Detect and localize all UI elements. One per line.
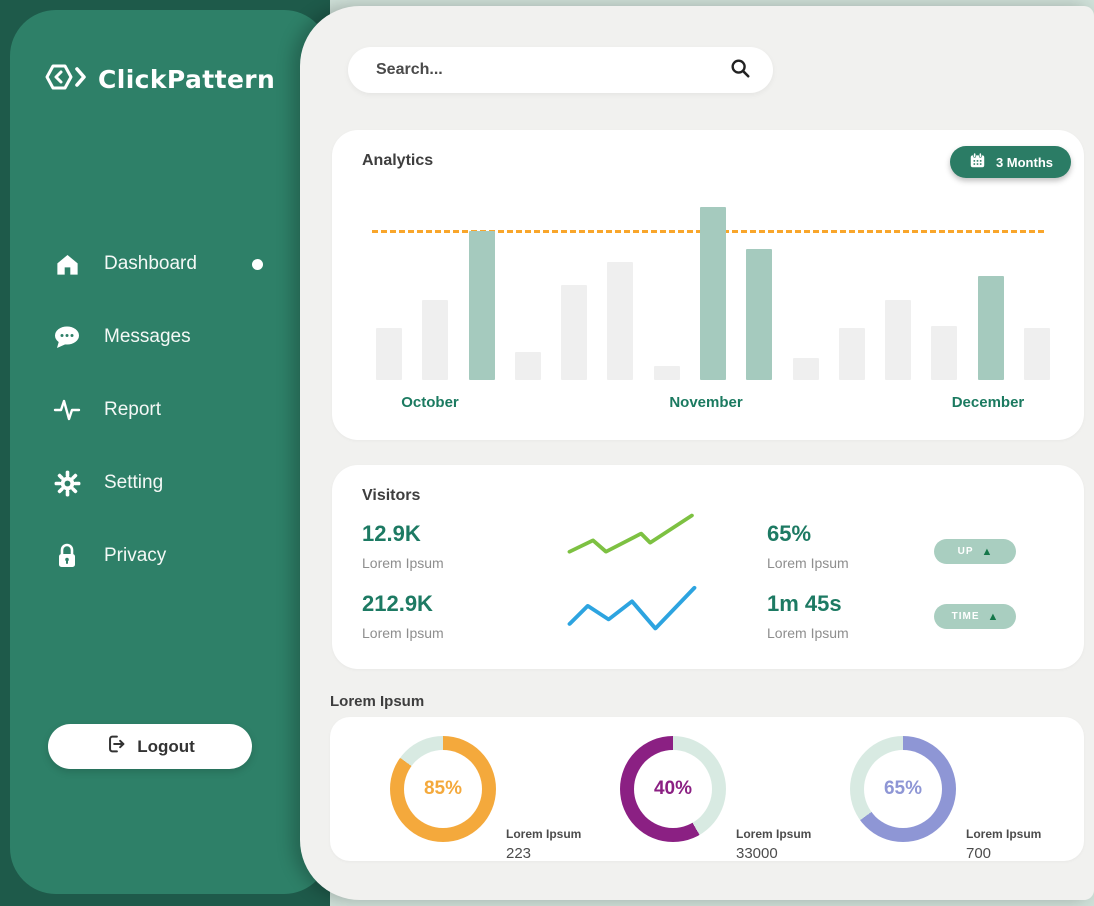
bar <box>653 366 680 380</box>
donut-value: 700 <box>966 845 992 862</box>
bar <box>885 300 912 380</box>
logout-button[interactable]: Logout <box>48 724 252 769</box>
sparkline-blue-path <box>567 585 697 631</box>
bar <box>931 326 958 380</box>
bar-highlighted <box>746 249 773 380</box>
logout-icon <box>105 733 127 760</box>
stat-label: Lorem Ipsum <box>362 555 444 571</box>
logo: ClickPattern <box>44 62 275 97</box>
bar-chart-bars <box>376 207 1050 380</box>
bar <box>514 352 541 380</box>
bar-highlighted <box>977 276 1004 380</box>
period-selector-button[interactable]: 3 Months <box>949 146 1071 178</box>
gear-icon <box>52 470 82 497</box>
clickpattern-logo-icon <box>44 62 92 97</box>
sidebar-menu: Dashboard Messages Report <box>52 242 310 607</box>
sidebar-item-label: Privacy <box>104 545 167 566</box>
stat-label: Lorem Ipsum <box>767 625 849 641</box>
home-icon <box>52 251 82 278</box>
up-badge[interactable]: UP ▲ <box>934 539 1016 564</box>
sidebar-item-setting[interactable]: Setting <box>52 461 310 505</box>
donut-label: Lorem Ipsum <box>506 827 582 841</box>
up-badge-label: UP <box>957 546 974 557</box>
period-button-label: 3 Months <box>995 154 1053 170</box>
bar-highlighted <box>468 231 495 380</box>
active-indicator-dot <box>252 258 263 270</box>
sparkline-green <box>567 513 694 554</box>
donut-card: 85% Lorem Ipsum 223 40% Lorem Ipsum 3300… <box>330 717 1084 862</box>
logo-text: ClickPattern <box>98 65 276 94</box>
chat-icon <box>52 325 82 350</box>
bar <box>561 285 588 380</box>
visitors-card: Visitors 12.9K Lorem Ipsum 65% Lorem Ips… <box>332 465 1084 669</box>
stat-percent-up: 65% <box>767 521 812 546</box>
sidebar-item-privacy[interactable]: Privacy <box>52 534 310 578</box>
sidebar: ClickPattern Dashboard Messages <box>10 10 330 894</box>
donut-group: 40% Lorem Ipsum 33000 <box>560 735 811 862</box>
bar <box>838 328 865 380</box>
sidebar-item-dashboard[interactable]: Dashboard <box>52 242 310 286</box>
donut-hole: 65% <box>864 750 942 828</box>
search-bar <box>348 47 773 93</box>
stat-pageviews-count: 212.9K <box>362 591 433 616</box>
month-label-december: December <box>951 394 1025 411</box>
donut-group: 65% Lorem Ipsum 700 <box>790 735 1041 862</box>
donut-group: 85% Lorem Ipsum 223 <box>330 735 581 862</box>
bar <box>792 358 819 380</box>
sparkline-blue <box>567 585 697 631</box>
stat-label: Lorem Ipsum <box>767 555 849 571</box>
activity-icon <box>52 397 82 423</box>
bar <box>376 328 402 380</box>
stat-visitors-count: 12.9K <box>362 521 421 546</box>
bar <box>422 300 449 380</box>
triangle-up-icon: ▲ <box>987 610 999 623</box>
logout-label: Logout <box>137 736 195 756</box>
donut-label: Lorem Ipsum <box>736 827 812 841</box>
search-icon[interactable] <box>729 57 751 84</box>
stat-session-time: 1m 45s <box>767 591 842 616</box>
lock-icon <box>52 543 82 570</box>
analytics-title: Analytics <box>362 152 434 169</box>
donut-ring: 85% <box>390 736 496 842</box>
donut-label: Lorem Ipsum <box>966 827 1042 841</box>
sidebar-item-label: Report <box>104 399 162 420</box>
donut-ring: 40% <box>620 736 726 842</box>
donut-percent: 85% <box>423 778 463 799</box>
bar <box>1023 328 1050 380</box>
bar-highlighted <box>699 207 726 380</box>
sidebar-item-messages[interactable]: Messages <box>52 315 310 359</box>
search-input[interactable] <box>376 61 729 79</box>
triangle-up-icon: ▲ <box>981 545 993 558</box>
month-label-october: October <box>401 394 459 411</box>
donut-value: 33000 <box>736 845 778 862</box>
sidebar-item-report[interactable]: Report <box>52 388 310 432</box>
donut-value: 223 <box>506 845 532 862</box>
calendar-icon <box>968 151 987 173</box>
analytics-card: Analytics 3 Months October November Dece… <box>332 130 1084 440</box>
sidebar-item-label: Setting <box>104 472 164 493</box>
donut-percent: 65% <box>883 778 923 799</box>
bar <box>607 262 634 380</box>
donut-hole: 85% <box>404 750 482 828</box>
month-label-november: November <box>669 394 743 411</box>
sidebar-item-label: Dashboard <box>104 253 197 274</box>
donut-percent: 40% <box>653 778 693 799</box>
donut-section-title: Lorem Ipsum <box>330 693 425 710</box>
donut-ring: 65% <box>850 736 956 842</box>
donut-hole: 40% <box>634 750 712 828</box>
time-badge[interactable]: TIME ▲ <box>934 604 1016 629</box>
sidebar-item-label: Messages <box>104 326 191 347</box>
stat-label: Lorem Ipsum <box>362 625 444 641</box>
sparkline-green-path <box>567 513 694 554</box>
visitors-title: Visitors <box>362 487 421 504</box>
time-badge-label: TIME <box>951 611 980 622</box>
main-content: Analytics 3 Months October November Dece… <box>300 6 1094 900</box>
